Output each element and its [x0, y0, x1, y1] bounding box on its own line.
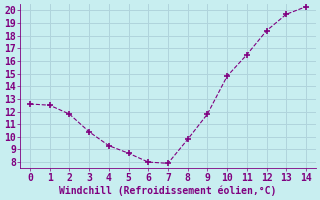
X-axis label: Windchill (Refroidissement éolien,°C): Windchill (Refroidissement éolien,°C) [59, 185, 277, 196]
